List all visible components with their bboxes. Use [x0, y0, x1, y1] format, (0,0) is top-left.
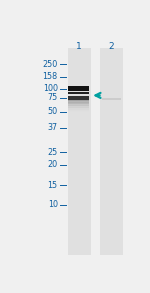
Bar	[68, 109, 89, 111]
Text: 75: 75	[47, 93, 58, 102]
Bar	[68, 111, 89, 113]
Text: 37: 37	[48, 123, 58, 132]
Bar	[68, 100, 89, 102]
Bar	[68, 101, 89, 103]
Text: 10: 10	[48, 200, 58, 209]
Text: 20: 20	[48, 160, 58, 169]
Bar	[68, 106, 89, 108]
Bar	[68, 107, 89, 109]
Text: 100: 100	[43, 84, 58, 93]
Bar	[68, 86, 89, 91]
Bar	[68, 110, 89, 112]
Bar	[68, 110, 89, 112]
Bar	[68, 105, 89, 107]
Bar	[68, 105, 89, 106]
Bar	[68, 109, 89, 110]
Bar	[68, 104, 89, 106]
Text: 25: 25	[47, 148, 58, 157]
Bar	[68, 99, 89, 100]
Bar	[68, 100, 89, 101]
Bar	[68, 96, 89, 100]
Bar	[68, 92, 89, 95]
Bar	[68, 102, 89, 104]
Bar	[68, 103, 89, 105]
Text: 250: 250	[42, 60, 58, 69]
Text: 2: 2	[108, 42, 114, 51]
Bar	[68, 47, 91, 255]
Bar	[102, 98, 121, 100]
Text: 158: 158	[43, 72, 58, 81]
Text: 15: 15	[48, 181, 58, 190]
Bar	[100, 47, 123, 255]
Bar	[68, 102, 89, 103]
Text: 50: 50	[48, 107, 58, 116]
Text: 1: 1	[76, 42, 81, 51]
Bar	[68, 107, 89, 108]
Bar	[68, 103, 89, 104]
Bar	[68, 108, 89, 110]
